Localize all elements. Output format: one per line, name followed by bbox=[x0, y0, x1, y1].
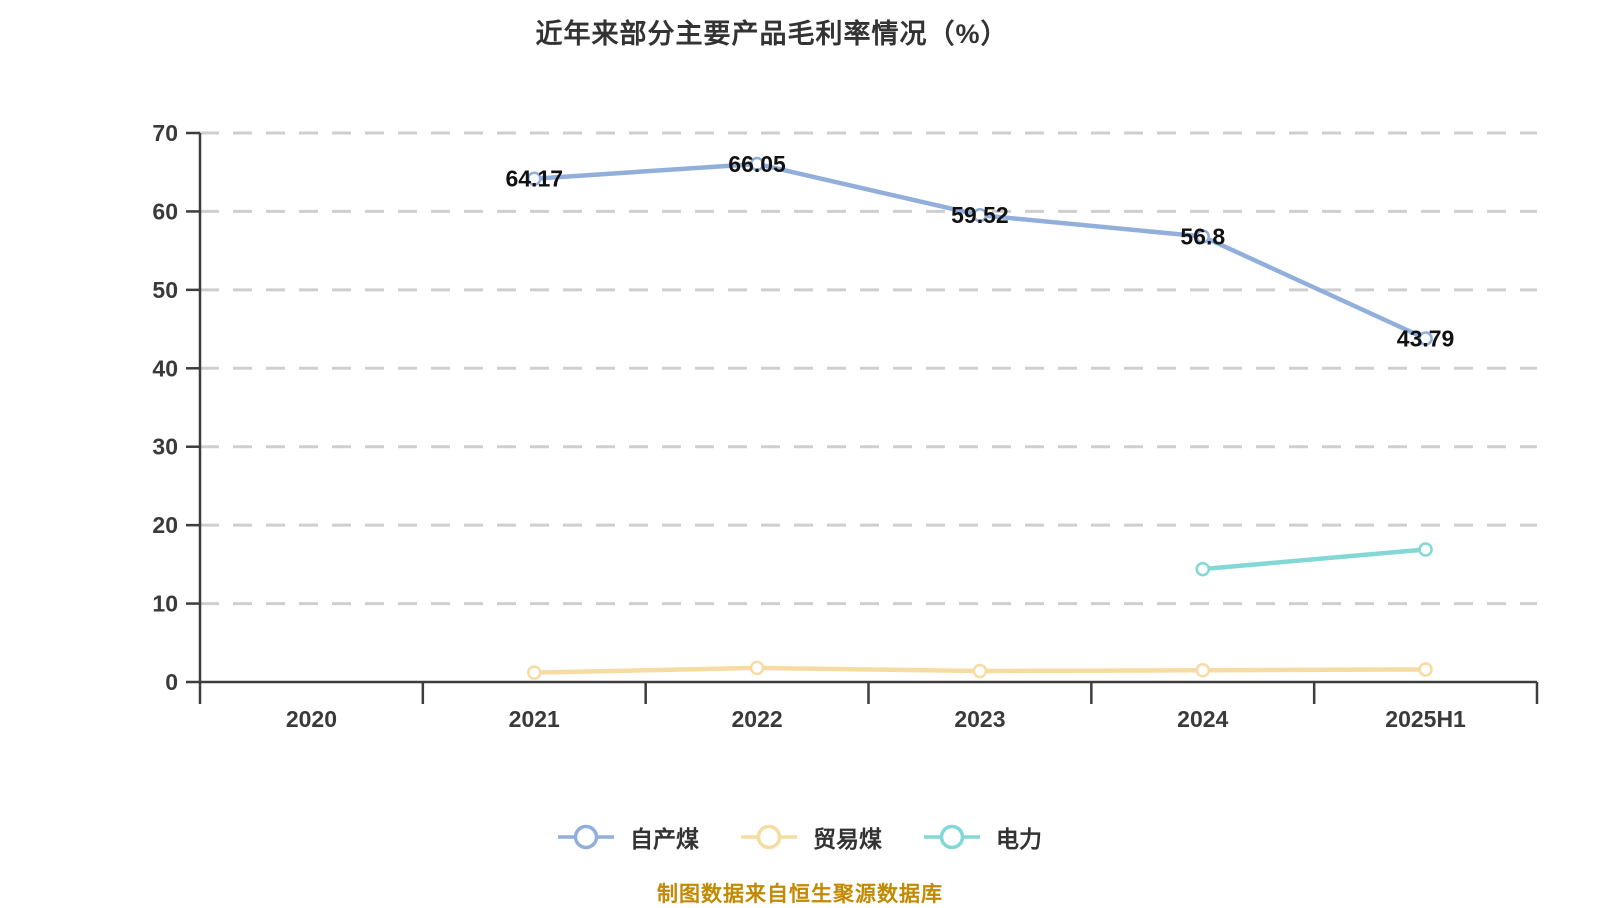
data-point-power bbox=[1418, 542, 1433, 557]
legend-marker-icon bbox=[558, 824, 614, 850]
y-axis-label: 10 bbox=[152, 591, 178, 617]
legend-marker-icon bbox=[741, 824, 797, 850]
data-label-self-produced-coal: 64.17 bbox=[505, 166, 563, 192]
data-label-self-produced-coal: 56.8 bbox=[1180, 224, 1225, 250]
legend-item-power[interactable]: 电力 bbox=[924, 820, 1042, 854]
data-point-power bbox=[1195, 561, 1210, 577]
x-axis-label: 2024 bbox=[1177, 706, 1228, 732]
x-axis-label: 2023 bbox=[954, 706, 1005, 732]
y-axis-label: 70 bbox=[152, 120, 178, 146]
data-point-self-produced-coal bbox=[749, 156, 765, 172]
series-line-power bbox=[1200, 547, 1428, 572]
x-axis-label: 2020 bbox=[286, 706, 337, 732]
legend-label: 自产煤 bbox=[630, 826, 699, 852]
legend-marker-icon bbox=[924, 824, 980, 850]
y-axis-label: 30 bbox=[152, 434, 178, 460]
source-note: 制图数据来自恒生聚源数据库 bbox=[657, 883, 943, 906]
data-point-trade-coal bbox=[527, 665, 542, 680]
data-point-self-produced-coal bbox=[1418, 331, 1433, 346]
legend-label: 电力 bbox=[996, 826, 1042, 852]
legend-label: 贸易煤 bbox=[813, 826, 882, 852]
y-axis-label: 50 bbox=[152, 277, 178, 303]
chart-title: 近年来部分主要产品毛利率情况（%） bbox=[535, 19, 1009, 49]
y-axis-label: 40 bbox=[152, 355, 178, 381]
data-point-trade-coal bbox=[749, 660, 765, 676]
data-label-self-produced-coal: 43.79 bbox=[1397, 326, 1455, 352]
y-axis-label: 20 bbox=[152, 512, 178, 538]
x-axis-label: 2025H1 bbox=[1385, 706, 1466, 732]
y-axis-label: 0 bbox=[165, 669, 178, 695]
legend-item-trade-coal[interactable]: 贸易煤 bbox=[741, 820, 882, 854]
data-point-trade-coal bbox=[1195, 662, 1210, 678]
data-label-self-produced-coal: 59.52 bbox=[951, 202, 1009, 228]
x-axis-label: 2022 bbox=[731, 706, 782, 732]
data-point-self-produced-coal bbox=[1195, 229, 1210, 244]
legend: 自产煤 贸易煤 电力 bbox=[0, 815, 1600, 859]
data-point-self-produced-coal bbox=[972, 207, 988, 223]
x-axis-label: 2021 bbox=[509, 706, 560, 732]
data-point-trade-coal bbox=[1418, 662, 1433, 677]
data-label-self-produced-coal: 66.05 bbox=[728, 151, 786, 177]
y-axis-label: 60 bbox=[152, 198, 178, 224]
data-point-self-produced-coal bbox=[527, 171, 542, 186]
data-point-trade-coal bbox=[972, 663, 988, 679]
legend-item-self-produced-coal[interactable]: 自产煤 bbox=[558, 820, 699, 854]
series-line-self-produced-coal bbox=[532, 161, 1428, 341]
